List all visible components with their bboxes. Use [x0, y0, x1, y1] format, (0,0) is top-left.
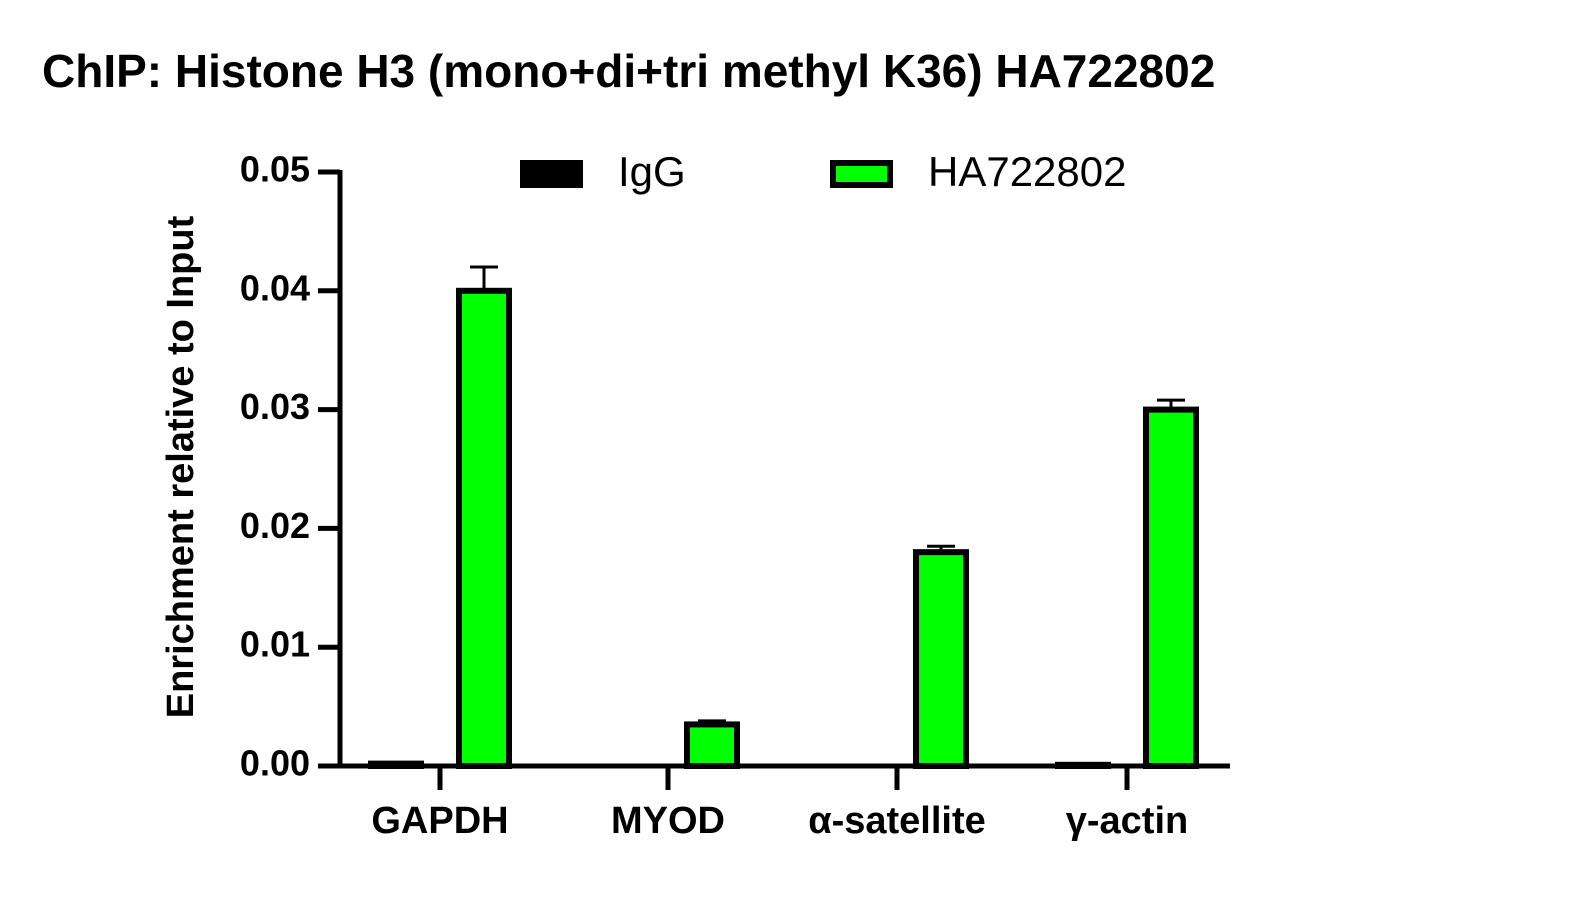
error-bar	[927, 544, 955, 553]
y-axis-title: Enrichment relative to Input	[160, 215, 202, 718]
x-tick-label: α-satellite	[808, 800, 986, 842]
bar	[368, 760, 424, 770]
x-tick-label: MYOD	[611, 800, 725, 842]
error-bar	[1157, 398, 1185, 410]
bar	[684, 721, 740, 769]
y-tick-label: 0.02	[240, 505, 310, 546]
bar	[913, 549, 969, 769]
y-tick-label: 0.03	[240, 386, 310, 427]
bar	[456, 287, 512, 769]
legend-label: IgG	[618, 148, 686, 195]
y-tick-label: 0.05	[240, 149, 310, 190]
x-tick-label: GAPDH	[371, 800, 508, 842]
legend-swatch	[520, 160, 583, 188]
y-tick-label: 0.01	[240, 624, 310, 665]
error-bar	[698, 719, 726, 725]
bar	[1143, 406, 1199, 769]
x-tick-label: γ-actin	[1066, 800, 1188, 842]
legend-swatch	[830, 160, 893, 188]
bar	[1055, 761, 1111, 770]
legend-label: HA722802	[928, 148, 1127, 195]
y-tick-label: 0.04	[240, 267, 310, 308]
chart-title: ChIP: Histone H3 (mono+di+tri methyl K36…	[42, 45, 1215, 97]
error-bar	[470, 265, 498, 291]
y-tick-label: 0.00	[240, 743, 310, 784]
